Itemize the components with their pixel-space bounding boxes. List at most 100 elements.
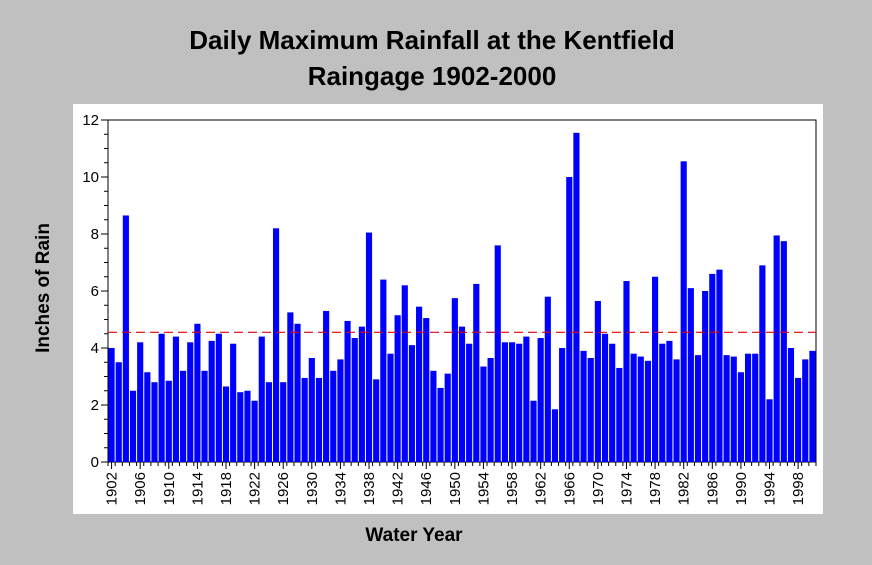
bar [573,132,580,462]
bar [709,273,716,462]
bar [530,400,537,462]
bar [659,343,666,462]
bar [623,281,630,462]
x-tick-label: 1958 [504,472,521,505]
x-tick-label: 1962 [533,472,550,505]
bar [323,310,330,462]
bar [666,340,673,463]
bar [330,370,337,462]
bar [215,333,222,462]
bar [265,382,272,462]
bar [759,265,766,462]
bar [787,348,795,462]
y-tick-label: 12 [82,112,99,129]
x-tick-label: 1978 [647,472,664,505]
bar [144,372,151,462]
bar [773,235,780,462]
x-tick-label: 1926 [275,472,292,505]
x-tick-label: 1914 [189,472,206,505]
x-tick-label: 1902 [104,472,121,505]
bar [108,348,115,462]
bar [523,336,530,462]
bar [258,336,265,462]
bar [802,359,809,462]
bar [408,345,416,462]
bar [444,373,451,462]
bar [365,232,373,462]
bar [559,348,566,462]
x-tick-label: 1994 [762,472,779,505]
bar [122,215,129,462]
bar [344,320,351,462]
x-tick-label: 1986 [704,472,721,505]
x-tick-label: 1922 [247,472,264,505]
bar [594,300,601,462]
bar [537,338,544,462]
x-tick-label: 1950 [447,472,464,505]
bar [687,288,694,462]
x-tick-label: 1954 [475,472,492,505]
bar [294,323,301,462]
y-axis: 0 2 4 6 8 10 12 [82,112,108,471]
bar [165,380,172,462]
bar [516,343,523,462]
bar [280,382,287,462]
bar [609,343,616,462]
bar [315,377,323,462]
x-tick-label: 1946 [418,472,435,505]
bar [601,333,609,462]
bar [394,315,401,462]
x-tick-label: 1918 [218,472,235,505]
bar [566,177,573,462]
bar [716,269,723,463]
bar [673,359,680,462]
bar [458,326,466,463]
bar [644,360,652,462]
bar [222,386,230,462]
x-tick-label: 1906 [132,472,149,505]
bar [451,298,458,463]
bar [423,318,430,462]
bar [630,353,637,462]
chart-title-line-2: Raingage 1902-2000 [308,61,557,91]
y-tick-label: 0 [91,454,99,471]
x-axis: 1902 1906 1910 1914 1918 1922 1926 1930 1934 1938… [104,462,817,505]
bar [337,359,344,462]
bar [508,342,516,462]
x-tick-label: 1990 [733,472,750,505]
bar [194,323,201,462]
x-tick-label: 1966 [561,472,578,505]
bar-series [108,132,816,463]
bar [380,279,387,462]
bar [287,312,294,463]
bar [480,366,487,462]
bar [466,343,473,462]
bar [544,296,551,462]
chart-title-line-1: Daily Maximum Rainfall at the Kentfield [189,25,674,55]
bar [129,390,137,462]
x-tick-label: 1998 [790,472,807,505]
bar [694,355,702,463]
bar [158,333,165,462]
bar [351,338,358,462]
x-tick-label: 1938 [361,472,378,505]
x-axis-label: Water Year [365,525,463,546]
x-tick-label: 1970 [590,472,607,505]
bar [251,400,258,462]
bar [494,245,501,462]
x-tick-label: 1930 [304,472,321,505]
bar [187,342,194,462]
bar [401,285,408,462]
bar [237,392,244,462]
bar [744,353,752,462]
bar [308,357,315,462]
bar [795,377,802,462]
x-tick-label: 1942 [390,472,407,505]
bar [358,326,365,463]
bar [737,372,744,462]
bar [115,362,122,462]
bar [151,382,158,462]
y-axis-label: Inches of Rain [33,223,54,353]
y-tick-label: 2 [91,397,99,414]
x-tick-label: 1974 [618,472,635,505]
